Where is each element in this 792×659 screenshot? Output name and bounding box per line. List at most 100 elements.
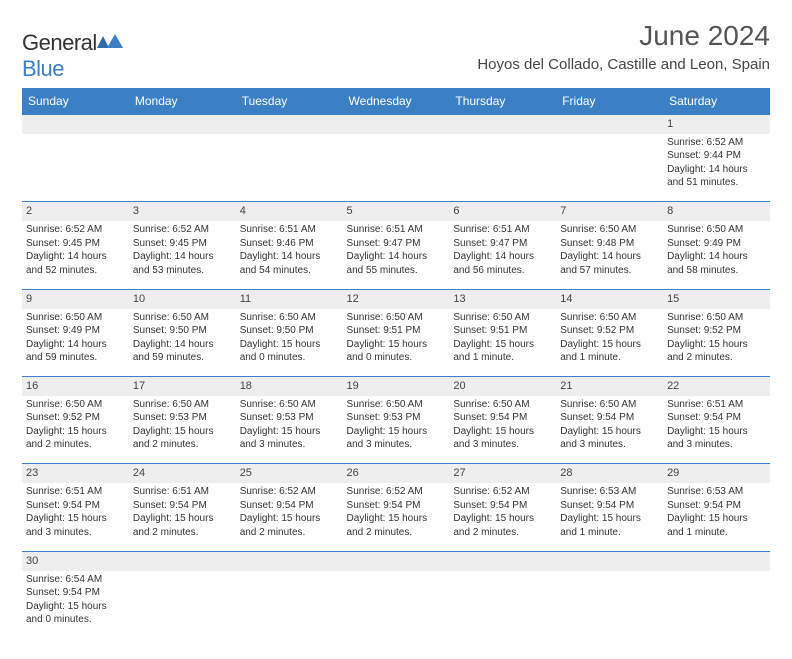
- day-cell: [556, 571, 663, 639]
- day-number: 20: [449, 377, 556, 396]
- day-cell: [343, 134, 450, 202]
- day-number: 17: [129, 377, 236, 396]
- day-content: Sunrise: 6:51 AMSunset: 9:47 PMDaylight:…: [453, 223, 552, 277]
- day-number: 28: [556, 464, 663, 483]
- day-number: 24: [129, 464, 236, 483]
- day-cell: Sunrise: 6:52 AMSunset: 9:54 PMDaylight:…: [343, 483, 450, 551]
- weekday-header: Thursday: [449, 88, 556, 115]
- day-cell: [449, 134, 556, 202]
- day-content: Sunrise: 6:51 AMSunset: 9:54 PMDaylight:…: [667, 398, 766, 452]
- logo-text-1: General: [22, 30, 97, 55]
- day-content: Sunrise: 6:52 AMSunset: 9:44 PMDaylight:…: [667, 136, 766, 190]
- day-number: 13: [449, 289, 556, 308]
- day-cell: Sunrise: 6:52 AMSunset: 9:45 PMDaylight:…: [129, 221, 236, 289]
- day-number: 3: [129, 202, 236, 221]
- day-cell: [449, 571, 556, 639]
- calendar-page: GeneralBlue June 2024 Hoyos del Collado,…: [0, 0, 792, 659]
- day-cell: Sunrise: 6:53 AMSunset: 9:54 PMDaylight:…: [556, 483, 663, 551]
- day-number: 11: [236, 289, 343, 308]
- title-block: June 2024 Hoyos del Collado, Castille an…: [477, 20, 770, 73]
- day-number-row: 9101112131415: [22, 289, 770, 308]
- day-content: Sunrise: 6:50 AMSunset: 9:51 PMDaylight:…: [453, 311, 552, 365]
- day-number: 15: [663, 289, 770, 308]
- day-number: [556, 115, 663, 134]
- day-content: Sunrise: 6:50 AMSunset: 9:49 PMDaylight:…: [667, 223, 766, 277]
- day-number: 12: [343, 289, 450, 308]
- day-number: [556, 551, 663, 570]
- day-content: Sunrise: 6:50 AMSunset: 9:52 PMDaylight:…: [667, 311, 766, 365]
- weekday-header: Friday: [556, 88, 663, 115]
- day-number: 30: [22, 551, 129, 570]
- day-number: 7: [556, 202, 663, 221]
- day-cell: Sunrise: 6:54 AMSunset: 9:54 PMDaylight:…: [22, 571, 129, 639]
- day-content: Sunrise: 6:52 AMSunset: 9:54 PMDaylight:…: [240, 485, 339, 539]
- day-number: [129, 115, 236, 134]
- day-number: 2: [22, 202, 129, 221]
- day-number: 9: [22, 289, 129, 308]
- day-cell: Sunrise: 6:52 AMSunset: 9:54 PMDaylight:…: [449, 483, 556, 551]
- logo-text: GeneralBlue: [22, 30, 123, 82]
- day-cell: Sunrise: 6:50 AMSunset: 9:53 PMDaylight:…: [129, 396, 236, 464]
- day-content: Sunrise: 6:52 AMSunset: 9:54 PMDaylight:…: [453, 485, 552, 539]
- day-number: 21: [556, 377, 663, 396]
- day-content: Sunrise: 6:50 AMSunset: 9:54 PMDaylight:…: [560, 398, 659, 452]
- day-cell: [663, 571, 770, 639]
- day-content: Sunrise: 6:50 AMSunset: 9:54 PMDaylight:…: [453, 398, 552, 452]
- week-row: Sunrise: 6:52 AMSunset: 9:44 PMDaylight:…: [22, 134, 770, 202]
- month-title: June 2024: [477, 20, 770, 52]
- day-cell: Sunrise: 6:51 AMSunset: 9:47 PMDaylight:…: [449, 221, 556, 289]
- day-number-row: 23242526272829: [22, 464, 770, 483]
- day-cell: [22, 134, 129, 202]
- day-cell: Sunrise: 6:50 AMSunset: 9:53 PMDaylight:…: [343, 396, 450, 464]
- day-cell: Sunrise: 6:51 AMSunset: 9:54 PMDaylight:…: [22, 483, 129, 551]
- day-content: Sunrise: 6:52 AMSunset: 9:45 PMDaylight:…: [26, 223, 125, 277]
- day-number: [343, 551, 450, 570]
- day-number: 23: [22, 464, 129, 483]
- day-number: 29: [663, 464, 770, 483]
- day-cell: Sunrise: 6:50 AMSunset: 9:49 PMDaylight:…: [663, 221, 770, 289]
- logo: GeneralBlue: [22, 30, 123, 82]
- week-row: Sunrise: 6:50 AMSunset: 9:52 PMDaylight:…: [22, 396, 770, 464]
- day-cell: Sunrise: 6:50 AMSunset: 9:50 PMDaylight:…: [236, 309, 343, 377]
- day-cell: Sunrise: 6:50 AMSunset: 9:52 PMDaylight:…: [663, 309, 770, 377]
- day-cell: [236, 134, 343, 202]
- day-content: Sunrise: 6:50 AMSunset: 9:52 PMDaylight:…: [26, 398, 125, 452]
- day-content: Sunrise: 6:50 AMSunset: 9:49 PMDaylight:…: [26, 311, 125, 365]
- day-number: [663, 551, 770, 570]
- day-cell: Sunrise: 6:50 AMSunset: 9:53 PMDaylight:…: [236, 396, 343, 464]
- day-cell: Sunrise: 6:51 AMSunset: 9:47 PMDaylight:…: [343, 221, 450, 289]
- day-number: 8: [663, 202, 770, 221]
- day-number: [449, 115, 556, 134]
- calendar-table: SundayMondayTuesdayWednesdayThursdayFrid…: [22, 88, 770, 639]
- day-content: Sunrise: 6:51 AMSunset: 9:47 PMDaylight:…: [347, 223, 446, 277]
- day-cell: Sunrise: 6:51 AMSunset: 9:54 PMDaylight:…: [663, 396, 770, 464]
- weekday-header-row: SundayMondayTuesdayWednesdayThursdayFrid…: [22, 88, 770, 115]
- day-number: 5: [343, 202, 450, 221]
- day-number: [22, 115, 129, 134]
- logo-text-2: Blue: [22, 56, 64, 81]
- day-number: 14: [556, 289, 663, 308]
- day-number: 26: [343, 464, 450, 483]
- day-cell: Sunrise: 6:52 AMSunset: 9:44 PMDaylight:…: [663, 134, 770, 202]
- day-number: 25: [236, 464, 343, 483]
- day-cell: Sunrise: 6:50 AMSunset: 9:51 PMDaylight:…: [343, 309, 450, 377]
- weekday-header: Sunday: [22, 88, 129, 115]
- day-number-row: 2345678: [22, 202, 770, 221]
- weekday-header: Wednesday: [343, 88, 450, 115]
- day-content: Sunrise: 6:50 AMSunset: 9:52 PMDaylight:…: [560, 311, 659, 365]
- week-row: Sunrise: 6:54 AMSunset: 9:54 PMDaylight:…: [22, 571, 770, 639]
- day-number: 19: [343, 377, 450, 396]
- day-cell: Sunrise: 6:50 AMSunset: 9:51 PMDaylight:…: [449, 309, 556, 377]
- day-cell: Sunrise: 6:53 AMSunset: 9:54 PMDaylight:…: [663, 483, 770, 551]
- day-number: 22: [663, 377, 770, 396]
- week-row: Sunrise: 6:50 AMSunset: 9:49 PMDaylight:…: [22, 309, 770, 377]
- day-cell: [556, 134, 663, 202]
- day-cell: [343, 571, 450, 639]
- weekday-header: Tuesday: [236, 88, 343, 115]
- day-content: Sunrise: 6:53 AMSunset: 9:54 PMDaylight:…: [667, 485, 766, 539]
- week-row: Sunrise: 6:52 AMSunset: 9:45 PMDaylight:…: [22, 221, 770, 289]
- location: Hoyos del Collado, Castille and Leon, Sp…: [477, 56, 770, 73]
- day-number: 16: [22, 377, 129, 396]
- flag-icon: [97, 34, 123, 50]
- day-content: Sunrise: 6:50 AMSunset: 9:50 PMDaylight:…: [240, 311, 339, 365]
